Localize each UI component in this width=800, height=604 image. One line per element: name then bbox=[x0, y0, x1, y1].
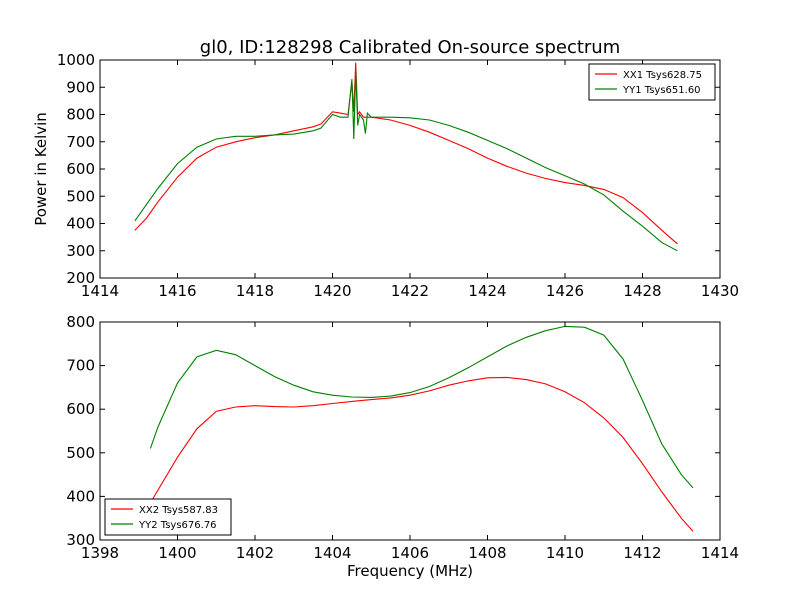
legend: XX1 Tsys628.75 YY1 Tsys651.60 bbox=[588, 63, 716, 101]
y-tick-label: 700 bbox=[66, 133, 95, 151]
legend-box bbox=[104, 498, 232, 536]
y-axis-label: Power in Kelvin bbox=[32, 112, 50, 226]
x-tick-label: 1414 bbox=[81, 282, 119, 300]
y-tick-label: 500 bbox=[66, 444, 95, 462]
series-line-1 bbox=[134, 62, 678, 245]
x-tick-label: 1426 bbox=[546, 282, 584, 300]
series-line-2 bbox=[134, 70, 678, 252]
x-tick-label: 1420 bbox=[313, 282, 351, 300]
series-line-2 bbox=[149, 325, 694, 489]
x-tick-label: 1406 bbox=[391, 544, 429, 562]
y-tick-label: 800 bbox=[66, 106, 95, 124]
chart-panel-1: 1414 1416 1418 1420 1422 1424 1426 1428 1430 200 3… bbox=[32, 51, 739, 300]
x-tick-label: 1424 bbox=[468, 282, 506, 300]
x-tick-label: 1430 bbox=[701, 282, 739, 300]
legend-label: YY2 Tsys676.76 bbox=[138, 520, 217, 531]
y-tick-label: 700 bbox=[66, 357, 95, 375]
y-tick-label: 400 bbox=[66, 215, 95, 233]
y-tick-label: 1000 bbox=[57, 51, 95, 69]
legend: XX2 Tsys587.83 YY2 Tsys676.76 bbox=[104, 498, 232, 536]
y-tick-label: 300 bbox=[66, 531, 95, 549]
y-tick-label: 300 bbox=[66, 242, 95, 260]
y-tick-label: 800 bbox=[66, 313, 95, 331]
legend-label: XX2 Tsys587.83 bbox=[139, 505, 218, 516]
y-tick-label: 900 bbox=[66, 78, 95, 96]
x-tick-label: 1404 bbox=[313, 544, 351, 562]
legend-label: YY1 Tsys651.60 bbox=[622, 85, 701, 96]
x-tick-label: 1416 bbox=[158, 282, 196, 300]
x-tick-label: 1410 bbox=[546, 544, 584, 562]
legend-box bbox=[588, 63, 716, 101]
x-tick-label: 1414 bbox=[701, 544, 739, 562]
chart-panel-2: 1398 1400 1402 1404 1406 1408 1410 1412 1414 300 4… bbox=[66, 313, 739, 580]
x-tick-label: 1428 bbox=[623, 282, 661, 300]
x-tick-label: 1408 bbox=[468, 544, 506, 562]
y-tick-label: 600 bbox=[66, 160, 95, 178]
y-tick-label: 600 bbox=[66, 400, 95, 418]
x-axis-label: Frequency (MHz) bbox=[347, 562, 473, 580]
chart-title: gl0, ID:128298 Calibrated On-source spec… bbox=[200, 37, 620, 58]
y-tick-label: 400 bbox=[66, 487, 95, 505]
y-tick-label: 500 bbox=[66, 187, 95, 205]
x-tick-label: 1422 bbox=[391, 282, 429, 300]
x-tick-label: 1402 bbox=[236, 544, 274, 562]
series-line-1 bbox=[149, 376, 694, 532]
x-tick-label: 1418 bbox=[236, 282, 274, 300]
x-tick-label: 1398 bbox=[81, 544, 119, 562]
legend-label: XX1 Tsys628.75 bbox=[623, 70, 702, 81]
x-tick-label: 1412 bbox=[623, 544, 661, 562]
x-tick-label: 1400 bbox=[158, 544, 196, 562]
y-tick-label: 200 bbox=[66, 269, 95, 287]
